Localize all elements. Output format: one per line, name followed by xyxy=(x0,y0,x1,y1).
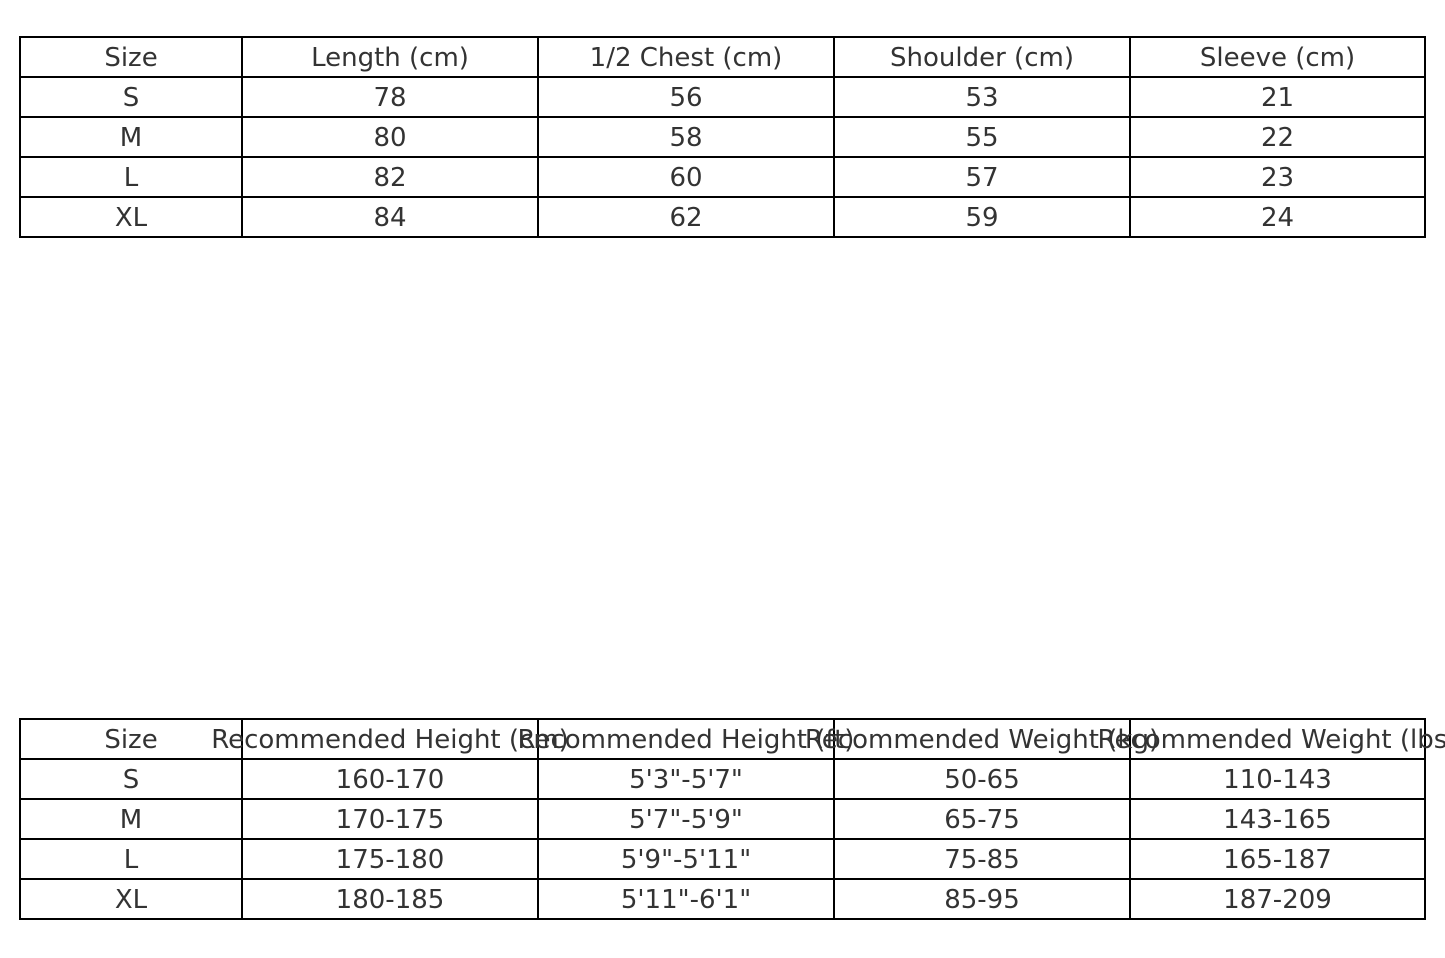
cell-value: 180-185 xyxy=(335,885,445,915)
cell-value: 78 xyxy=(373,83,407,113)
header-label: Recommended Weight (lbs) xyxy=(1097,725,1445,755)
table-cell xyxy=(1129,838,1426,880)
cell-value: 5'11"-6'1" xyxy=(620,885,752,915)
table-cell xyxy=(19,878,243,920)
cell-value: 56 xyxy=(669,83,703,113)
cell-value: XL xyxy=(114,203,148,233)
table-cell xyxy=(241,196,539,238)
table-cell xyxy=(537,76,835,118)
table-cell xyxy=(241,838,539,880)
cell-value: 160-170 xyxy=(335,765,445,795)
header-label: Size xyxy=(104,43,158,73)
header-label: Sleeve (cm) xyxy=(1199,43,1356,73)
table-cell xyxy=(19,838,243,880)
table-cell xyxy=(833,758,1131,800)
header-cell xyxy=(833,36,1131,78)
header-cell xyxy=(833,718,1131,760)
cell-value: 165-187 xyxy=(1223,845,1332,875)
cell-value: 85-95 xyxy=(944,885,1020,915)
cell-value: L xyxy=(123,845,139,875)
cell-value: 170-175 xyxy=(335,805,445,835)
cell-value: XL xyxy=(114,885,148,915)
cell-value: 82 xyxy=(373,163,407,193)
cell-value: 80 xyxy=(373,123,407,153)
cell-value: M xyxy=(119,123,143,153)
recommendation-table: Size Recommended Height (cm) Recommended H… xyxy=(19,718,1445,920)
table-cell xyxy=(241,76,539,118)
header-cell xyxy=(241,36,539,78)
table-cell xyxy=(1129,156,1426,198)
cell-value: 59 xyxy=(965,203,999,233)
cell-value: S xyxy=(122,765,140,795)
cell-value: M xyxy=(119,805,143,835)
cell-value: 175-180 xyxy=(335,845,445,875)
cell-value: L xyxy=(123,163,139,193)
cell-value: 50-65 xyxy=(944,765,1020,795)
table-cell xyxy=(537,798,835,840)
header-label: Length (cm) xyxy=(311,43,469,73)
cell-value: 23 xyxy=(1260,163,1295,193)
measurements-table: Size Length (cm) 1/2 Chest (cm) Shoulder (c… xyxy=(19,36,1426,238)
header-label: Recommended Height (ft) xyxy=(517,725,855,755)
table-cell xyxy=(537,878,835,920)
table-cell xyxy=(241,878,539,920)
table-cell xyxy=(833,76,1131,118)
header-label: Size xyxy=(104,725,158,755)
cell-value: 21 xyxy=(1260,83,1295,113)
cell-value: 58 xyxy=(669,123,703,153)
table-cell xyxy=(833,878,1131,920)
header-cell xyxy=(537,718,835,760)
header-label: Shoulder (cm) xyxy=(890,43,1074,73)
table-cell xyxy=(537,196,835,238)
table-cell xyxy=(19,196,243,238)
header-cell xyxy=(241,718,539,760)
cell-value: 65-75 xyxy=(944,805,1020,835)
table-cell xyxy=(1129,878,1426,920)
cell-value: 187-209 xyxy=(1223,885,1332,915)
table-cell xyxy=(19,798,243,840)
header-label: 1/2 Chest (cm) xyxy=(589,43,783,73)
cell-value: 5'3"-5'7" xyxy=(629,765,743,795)
cell-value: 5'9"-5'11" xyxy=(620,845,752,875)
cell-value: 55 xyxy=(965,123,999,153)
cell-value: S xyxy=(122,83,140,113)
cell-value: 75-85 xyxy=(944,845,1020,875)
cell-value: 53 xyxy=(965,83,999,113)
header-label: Recommended Height (cm) xyxy=(211,725,569,755)
cell-value: 110-143 xyxy=(1223,765,1332,795)
cell-value: 5'7"-5'9" xyxy=(629,805,743,835)
cell-value: 84 xyxy=(373,203,407,233)
header-label: Recommended Weight (kg) xyxy=(804,725,1160,755)
cell-value: 62 xyxy=(669,203,703,233)
table-cell xyxy=(1129,196,1426,238)
cell-value: 22 xyxy=(1260,123,1295,153)
cell-value: 143-165 xyxy=(1223,805,1332,835)
table-cell xyxy=(537,116,835,158)
cell-value: 24 xyxy=(1260,203,1295,233)
table-cell xyxy=(537,156,835,198)
cell-value: 60 xyxy=(669,163,703,193)
cell-value: 57 xyxy=(965,163,999,193)
